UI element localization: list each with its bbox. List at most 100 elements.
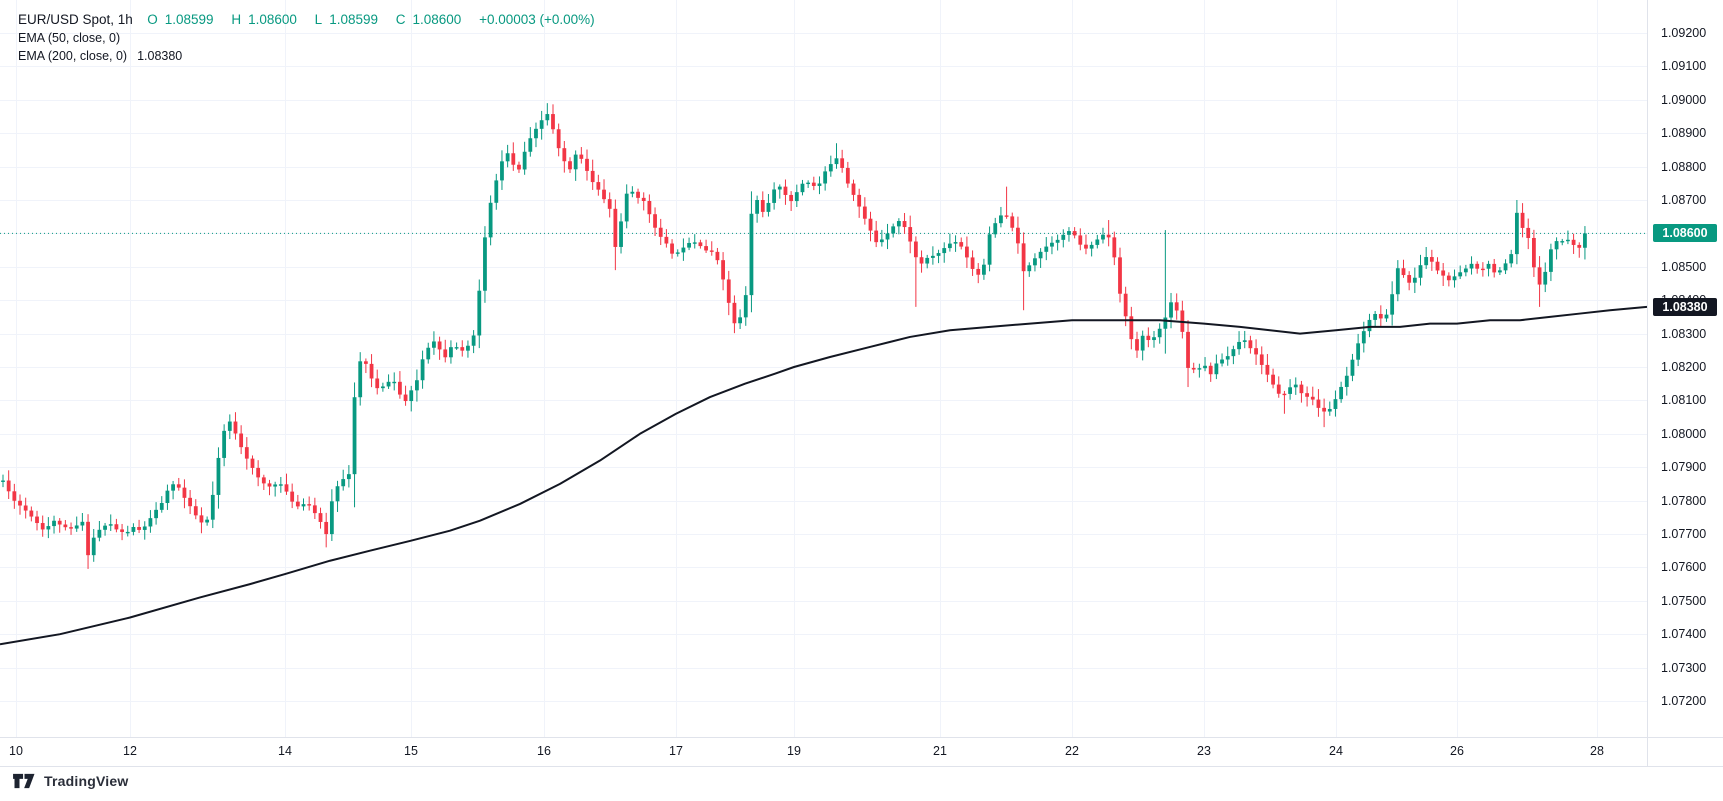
candle-body <box>1095 239 1100 245</box>
candle-body <box>783 186 788 195</box>
candle-body <box>970 257 975 269</box>
candle-body <box>613 208 618 247</box>
candle-body <box>1089 244 1094 249</box>
indicator-row-ema200[interactable]: EMA (200, close, 0) 1.08380 <box>18 47 602 65</box>
candle-body <box>1299 384 1304 394</box>
price-axis-label: 1.07800 <box>1661 493 1707 508</box>
candle-body <box>363 361 368 364</box>
candle-body <box>222 430 227 458</box>
candle-body <box>505 153 510 162</box>
candle-body <box>386 381 391 387</box>
candle-body <box>551 114 555 130</box>
candle-body <box>1231 349 1236 357</box>
candle-body <box>1265 364 1270 375</box>
time-axis-label: 28 <box>1590 744 1604 758</box>
candle-body <box>738 317 742 324</box>
candle-body <box>1401 268 1406 276</box>
candle-body <box>1276 384 1281 394</box>
candle-body <box>1537 267 1542 285</box>
candle-body <box>267 483 272 487</box>
candle-body <box>789 194 794 202</box>
price-axis-label: 1.09000 <box>1661 92 1707 107</box>
candle-body <box>1435 261 1440 271</box>
candle-body <box>477 290 482 336</box>
candle-body <box>380 386 385 389</box>
candle-body <box>579 154 584 159</box>
candle-body <box>1055 239 1060 243</box>
candle-body <box>1327 408 1332 412</box>
candle-body <box>483 237 487 291</box>
candle-body <box>568 161 572 170</box>
candle-body <box>930 255 935 258</box>
candle-body <box>908 227 913 242</box>
candle-body <box>1038 251 1043 259</box>
price-axis-label: 1.09200 <box>1661 26 1707 40</box>
candle-body <box>437 341 442 350</box>
ema200-line <box>0 305 1648 646</box>
candle-body <box>454 347 459 349</box>
candle-body <box>23 505 28 511</box>
candle-body <box>12 491 17 501</box>
candle-body <box>148 518 153 527</box>
candle-body <box>403 394 408 402</box>
candle-body <box>1027 265 1032 272</box>
price-axis-label: 1.08100 <box>1661 393 1707 408</box>
candle-body <box>1135 339 1139 351</box>
price-scale[interactable]: 1.09200 1.09100 1.09000 1.08900 1.08800 1.087… <box>1648 0 1723 766</box>
candle-body <box>324 521 329 535</box>
candle-body <box>398 381 402 395</box>
candle-body <box>1129 316 1134 340</box>
candle-body <box>556 129 561 149</box>
candle-body <box>721 260 725 280</box>
candle-body <box>896 221 901 227</box>
candle-body <box>86 521 90 556</box>
candle-body <box>295 501 300 507</box>
candle-body <box>777 186 782 190</box>
candle-body <box>273 484 278 487</box>
candle-body <box>1503 263 1508 271</box>
candle-body <box>432 341 436 348</box>
candle-body <box>1044 246 1049 252</box>
candle-body <box>159 503 164 510</box>
candle-body <box>375 378 380 389</box>
time-axis-label: 24 <box>1329 744 1343 758</box>
low-value: 1.08599 <box>329 12 378 27</box>
candle-body <box>517 164 521 170</box>
candle-body <box>675 252 680 254</box>
candle-body <box>1084 244 1088 249</box>
candle-body <box>976 268 981 275</box>
candle-body <box>449 347 453 358</box>
candle-body <box>80 521 85 526</box>
candle-body <box>6 480 11 492</box>
candle-body <box>653 214 657 228</box>
indicator-row-ema50[interactable]: EMA (50, close, 0) <box>18 29 602 47</box>
candle-body <box>1577 244 1582 248</box>
time-scale[interactable]: 10 12 14 15 16 17 19 21 22 23 24 26 28 <box>0 738 1648 766</box>
candle-body <box>120 529 124 532</box>
candle-body <box>1526 227 1531 238</box>
candle-body <box>1566 239 1570 242</box>
candle-body <box>1021 243 1026 272</box>
candle-body <box>1191 367 1196 370</box>
time-axis-label: 26 <box>1450 744 1464 758</box>
price-axis-label: 1.07700 <box>1661 527 1707 541</box>
time-axis-label: 15 <box>404 744 418 758</box>
candle-body <box>199 515 204 523</box>
candle-body <box>307 504 312 506</box>
candle-body <box>369 363 374 379</box>
tradingview-brand-link[interactable]: TradingView <box>12 771 128 791</box>
price-axis-label: 1.08800 <box>1661 159 1707 174</box>
candle-body <box>1242 340 1247 342</box>
candle-body <box>409 390 414 402</box>
candle-body <box>18 500 22 506</box>
symbol-legend-row[interactable]: EUR/USD Spot, 1h O 1.08599 H 1.08600 L 1.08… <box>18 11 602 29</box>
candle-body <box>545 114 550 121</box>
candle-body <box>607 199 612 209</box>
candle-body <box>1254 348 1258 355</box>
candle-body <box>959 242 964 247</box>
candle-body <box>69 527 73 529</box>
candle-body <box>573 154 578 170</box>
candle-body <box>936 253 941 256</box>
candle-body <box>1310 396 1315 400</box>
